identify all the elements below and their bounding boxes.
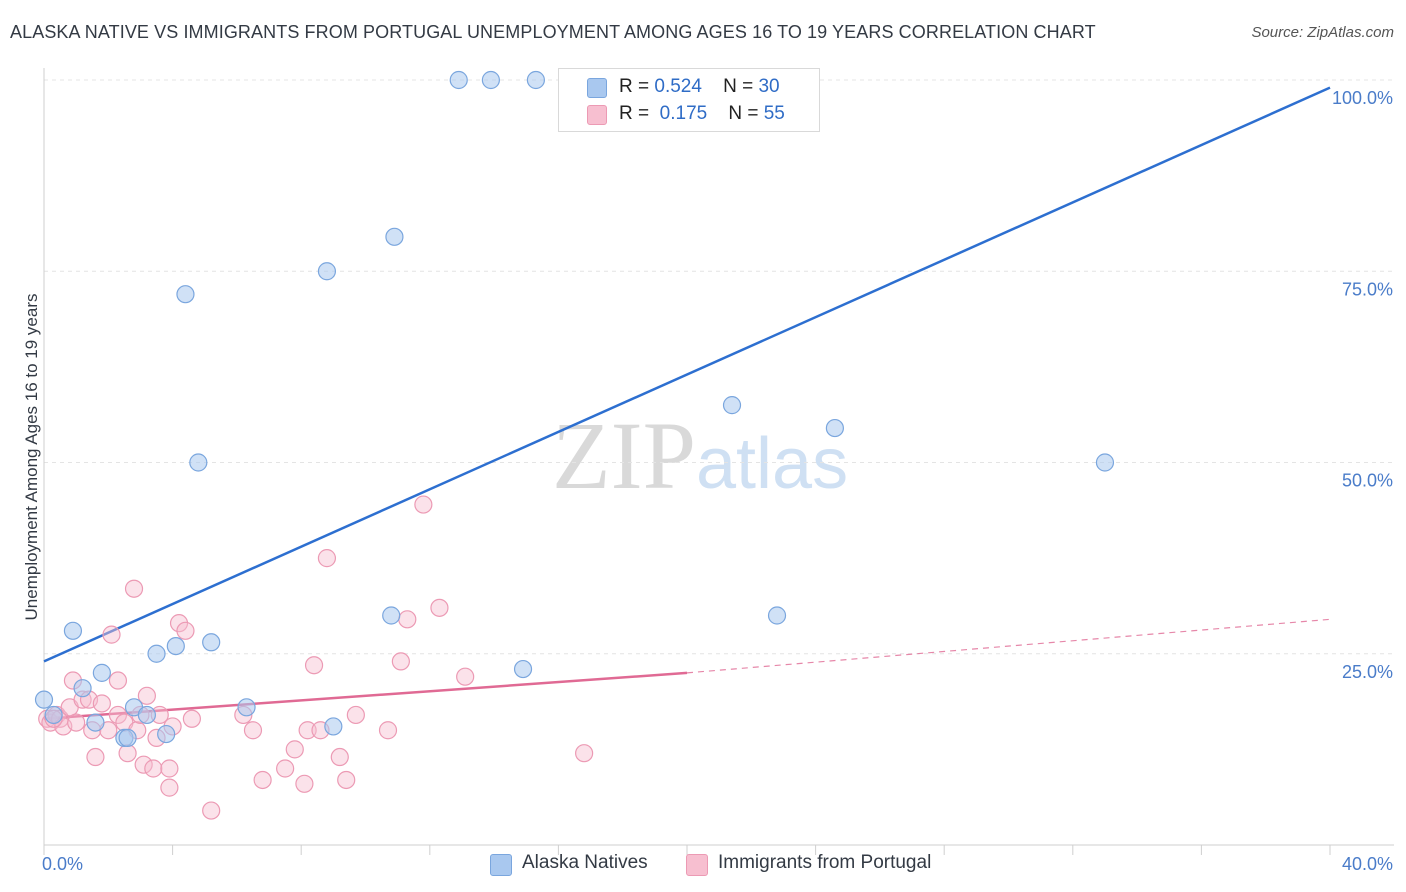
point-portugal — [243, 721, 263, 740]
point-alaska — [147, 644, 166, 663]
point-alaska — [1095, 453, 1115, 472]
x-tick-label-max: 40.0% — [1342, 854, 1393, 874]
point-alaska — [34, 690, 54, 709]
point-portugal — [202, 801, 221, 820]
point-alaska — [157, 724, 176, 744]
point-alaska — [385, 227, 404, 246]
watermark-atlas: atlas — [696, 424, 849, 504]
point-alaska — [237, 698, 256, 717]
point-alaska — [118, 728, 137, 748]
point-alaska — [63, 621, 83, 640]
point-portugal — [337, 770, 356, 790]
point-alaska — [166, 636, 185, 656]
point-portugal — [137, 686, 156, 705]
point-portugal — [118, 744, 137, 763]
point-portugal — [160, 778, 179, 797]
point-alaska — [92, 663, 111, 682]
point-alaska — [189, 453, 208, 472]
chart-title: ALASKA NATIVE VS IMMIGRANTS FROM PORTUGA… — [10, 22, 1096, 42]
tick-labels: 25.0% 50.0% 75.0% 100.0% 0.0% 40.0% — [42, 88, 1393, 874]
point-portugal — [346, 705, 365, 725]
point-portugal — [124, 579, 144, 598]
legend-r-label: R = — [619, 76, 650, 97]
point-portugal — [398, 610, 417, 629]
legend-r-label: R = — [619, 103, 650, 124]
point-alaska — [317, 262, 337, 281]
point-portugal — [330, 747, 349, 767]
legend-n-value-alaska: 30 — [758, 76, 780, 97]
point-alaska — [86, 713, 105, 732]
point-alaska — [382, 606, 401, 625]
point-portugal — [391, 652, 410, 671]
legend-n-label: N = — [728, 103, 759, 124]
point-portugal — [298, 721, 317, 740]
point-portugal — [134, 755, 153, 774]
point-alaska — [825, 418, 844, 438]
x-tick-label-min: 0.0% — [42, 854, 83, 874]
point-alaska — [137, 705, 156, 725]
point-alaska — [73, 679, 92, 698]
y-tick-label: 50.0% — [1342, 471, 1393, 491]
point-portugal — [102, 625, 121, 644]
legend-swatch-alaska — [490, 854, 512, 876]
point-alaska — [722, 396, 742, 415]
axes — [43, 68, 1394, 855]
point-portugal — [414, 495, 433, 514]
legend-swatch-portugal — [686, 854, 708, 876]
point-alaska — [202, 633, 221, 652]
point-alaska — [449, 70, 468, 90]
source-credit: Source: ZipAtlas.com — [1251, 24, 1394, 41]
trend-lines — [43, 86, 1331, 721]
point-portugal — [285, 740, 304, 759]
trend-line-portugal-extension — [686, 618, 1331, 674]
legend-swatch-alaska — [587, 78, 607, 98]
point-alaska — [176, 285, 195, 304]
point-portugal — [67, 713, 86, 732]
point-portugal — [92, 694, 111, 713]
point-alaska — [767, 606, 787, 625]
point-alaska — [44, 705, 63, 725]
point-portugal — [176, 621, 195, 640]
point-portugal — [430, 598, 449, 617]
point-portugal — [456, 667, 475, 686]
legend-label-portugal: Immigrants from Portugal — [718, 852, 932, 873]
point-portugal — [108, 671, 128, 690]
y-tick-label: 75.0% — [1342, 279, 1393, 299]
point-portugal — [575, 744, 594, 763]
point-portugal — [182, 709, 201, 728]
legend-swatch-portugal — [587, 105, 607, 125]
watermark-zip: ZIP — [552, 402, 696, 509]
y-tick-label: 100.0% — [1332, 88, 1393, 108]
legend-r-value-alaska: 0.524 — [654, 76, 702, 97]
point-portugal — [378, 721, 398, 740]
point-portugal — [144, 759, 163, 778]
point-portugal — [304, 656, 324, 675]
point-alaska — [526, 70, 545, 90]
grid-lines — [44, 79, 1394, 655]
legend-n-value-portugal: 55 — [763, 103, 785, 124]
point-portugal — [295, 774, 314, 793]
point-portugal — [86, 747, 105, 767]
data-points — [34, 70, 1115, 820]
watermark: ZIPatlas — [552, 400, 848, 511]
y-tick-label: 25.0% — [1342, 662, 1393, 682]
trend-line-alaska — [43, 86, 1331, 663]
point-alaska — [513, 659, 533, 679]
point-portugal — [276, 759, 295, 778]
legend-r-value-portugal: 0.175 — [659, 103, 708, 124]
legend-label-alaska: Alaska Natives — [522, 852, 648, 873]
point-alaska — [481, 70, 500, 90]
point-alaska — [324, 717, 343, 736]
legend-n-label: N = — [723, 76, 754, 97]
point-portugal — [160, 759, 179, 778]
point-portugal — [253, 770, 272, 790]
point-portugal — [317, 549, 337, 568]
correlation-legend: R = 0.524 N = 30 R = 0.175 N = 55 — [558, 68, 820, 132]
